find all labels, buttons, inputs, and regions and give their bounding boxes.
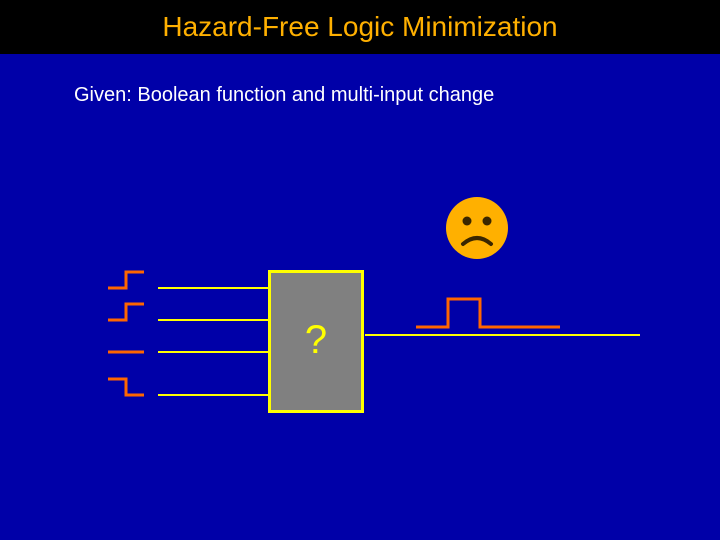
logic-gate-label: ? — [268, 318, 364, 363]
sad-face-icon — [445, 196, 509, 260]
